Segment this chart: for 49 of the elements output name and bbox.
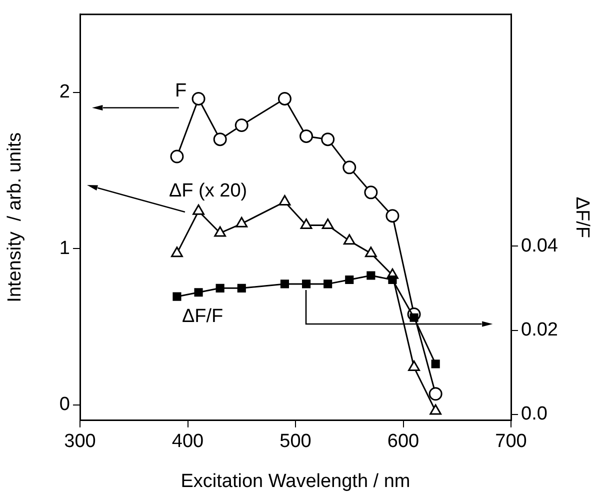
point <box>234 118 248 132</box>
point <box>321 132 335 146</box>
point <box>192 92 206 106</box>
point <box>364 246 377 258</box>
y2-axis-title: ΔF/F <box>571 196 592 238</box>
x-tick-label: 700 <box>495 431 527 452</box>
point <box>408 360 420 372</box>
point <box>386 209 400 223</box>
series-label: F <box>174 80 187 102</box>
point <box>324 280 332 288</box>
point <box>278 195 291 206</box>
point <box>342 160 356 174</box>
point <box>300 218 312 229</box>
point <box>214 226 226 237</box>
point <box>322 218 334 229</box>
point <box>388 275 397 284</box>
series-label: ΔF (x 20) <box>168 180 248 202</box>
x-tick-label: 500 <box>280 431 312 452</box>
point <box>216 284 224 292</box>
point <box>236 216 248 228</box>
x-axis-title: Excitation Wavelength / nm <box>180 470 410 492</box>
point <box>364 186 378 200</box>
series-label: ΔF/F <box>182 306 224 327</box>
point <box>345 275 354 284</box>
point <box>192 204 204 215</box>
y-tick-label: 1 <box>59 238 70 259</box>
y-tick-label: 2 <box>59 82 70 103</box>
point <box>237 284 246 292</box>
point <box>172 292 182 301</box>
x-tick-label: 600 <box>387 431 420 452</box>
point <box>300 129 314 143</box>
point <box>366 271 376 280</box>
y2-tick-label: 0.0 <box>521 404 548 425</box>
point <box>302 280 311 288</box>
point <box>171 246 183 258</box>
point <box>170 150 184 164</box>
y2-tick-label: 0.04 <box>521 235 558 256</box>
x-tick-label: 300 <box>64 431 96 452</box>
y-axis-title: Intensity / arb. units <box>4 132 26 302</box>
point <box>213 132 227 146</box>
point <box>430 404 442 415</box>
point <box>278 92 292 106</box>
y2-tick-label: 0.02 <box>521 320 558 341</box>
y-tick-label: 0 <box>59 394 70 416</box>
x-tick-label: 400 <box>172 431 204 452</box>
point <box>431 360 440 368</box>
point <box>343 234 356 245</box>
point <box>280 280 290 288</box>
point <box>194 288 203 297</box>
